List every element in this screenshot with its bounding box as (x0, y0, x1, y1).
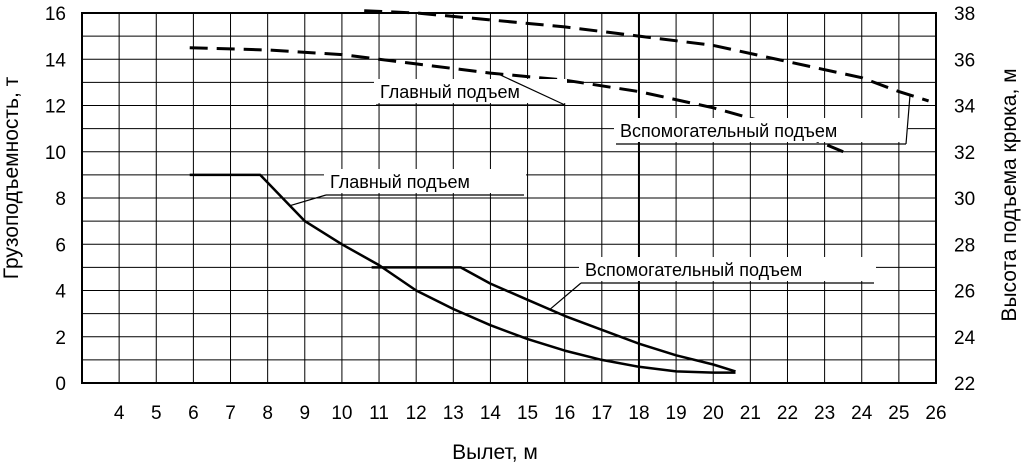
x-tick-11: 11 (369, 403, 389, 424)
x-tick-25: 25 (888, 403, 909, 424)
x-tick-18: 18 (628, 403, 649, 424)
annotation-bg-1 (614, 118, 908, 142)
annotation-label-1: Вспомогательный подъем (620, 121, 837, 141)
annotation-label-3: Вспомогательный подъем (585, 260, 802, 280)
curves (189, 9, 930, 374)
annotation-bg-3 (579, 257, 876, 281)
y-tick-2: 2 (55, 328, 66, 349)
plot-frame (81, 12, 937, 384)
y-tick-labels: 0 2 4 6 8 10 12 14 16 (45, 4, 67, 395)
y2-tick-labels: 22 24 26 28 30 32 34 36 38 (954, 4, 976, 395)
x-tick-20: 20 (703, 403, 724, 424)
y2-axis-title: Высота подъема крюка, м (998, 68, 1021, 321)
x-tick-10: 10 (331, 403, 352, 424)
annotation-leader-2 (289, 194, 327, 207)
y-tick-0: 0 (55, 374, 66, 395)
annotation-leader-3 (549, 282, 582, 310)
y-tick-14: 14 (45, 50, 67, 71)
x-axis-title: Вылет, м (452, 441, 538, 464)
x-tick-labels: 4 5 6 7 8 9 10 11 12 13 14 15 16 17 18 19 20 21 22 23 24 25 26 (114, 403, 947, 424)
x-tick-12: 12 (406, 403, 427, 424)
x-tick-21: 21 (740, 403, 761, 424)
y-tick-6: 6 (55, 235, 66, 256)
y2-tick-24: 24 (954, 328, 976, 349)
annotation-label-2: Главный подъем (330, 172, 470, 192)
x-tick-8: 8 (262, 403, 273, 424)
y-tick-12: 12 (45, 97, 66, 118)
x-tick-17: 17 (591, 403, 612, 424)
annotation-bg-2 (324, 169, 526, 193)
y2-tick-26: 26 (954, 282, 975, 303)
y2-tick-22: 22 (954, 374, 975, 395)
x-tick-24: 24 (851, 403, 873, 424)
x-tick-4: 4 (114, 403, 125, 424)
annotation-leader-0 (497, 73, 566, 106)
y2-tick-28: 28 (954, 235, 975, 256)
x-tick-7: 7 (225, 403, 236, 424)
x-tick-5: 5 (151, 403, 162, 424)
x-tick-9: 9 (299, 403, 310, 424)
series-line-2 (189, 46, 844, 154)
x-tick-6: 6 (188, 403, 199, 424)
x-tick-13: 13 (443, 403, 464, 424)
series-line-3 (364, 9, 930, 103)
annotation-leader-1 (905, 95, 911, 145)
annotation-label-0: Главный подъем (380, 82, 520, 102)
y-tick-4: 4 (55, 282, 66, 303)
x-tick-16: 16 (554, 403, 575, 424)
series-line-1 (371, 266, 736, 373)
annotations: Главный подъем Вспомогательный подъем Глав… (289, 73, 911, 310)
x-tick-19: 19 (666, 403, 687, 424)
y-tick-10: 10 (45, 143, 66, 164)
y2-tick-32: 32 (954, 143, 975, 164)
grid (81, 12, 937, 384)
y-tick-8: 8 (55, 189, 66, 210)
x-tick-23: 23 (814, 403, 835, 424)
x-tick-26: 26 (925, 403, 946, 424)
y-tick-16: 16 (45, 4, 66, 25)
x-tick-14: 14 (480, 403, 502, 424)
series-line-0 (189, 173, 736, 374)
y2-tick-36: 36 (954, 50, 975, 71)
y2-tick-34: 34 (954, 97, 976, 118)
x-tick-22: 22 (777, 403, 798, 424)
x-tick-15: 15 (517, 403, 538, 424)
y2-tick-30: 30 (954, 189, 975, 210)
y-axis-title: Грузоподъемность, т (0, 76, 23, 279)
y2-tick-38: 38 (954, 4, 975, 25)
